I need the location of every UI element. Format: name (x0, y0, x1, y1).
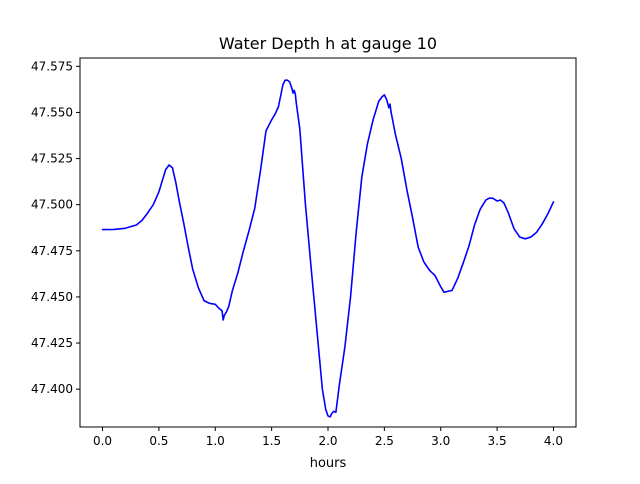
x-tick-label: 0.0 (93, 434, 112, 448)
chart-title: Water Depth h at gauge 10 (219, 34, 437, 53)
y-tick-label: 47.400 (31, 382, 73, 396)
x-tick-label: 4.0 (544, 434, 563, 448)
x-tick-label: 3.0 (431, 434, 450, 448)
plot-area: 0.0 0.5 1.0 1.5 2.0 2.5 3.0 3.5 4.0 47.400 47.425 4… (31, 57, 577, 448)
series-line-0 (101, 79, 555, 418)
x-tick-label: 3.5 (488, 434, 507, 448)
y-tick-label: 47.575 (31, 59, 73, 73)
y-tick-label: 47.525 (31, 152, 73, 166)
x-tick-label: 0.5 (149, 434, 168, 448)
x-tick-label: 1.0 (206, 434, 225, 448)
x-axis-label: hours (310, 456, 347, 471)
x-tick-label: 2.5 (375, 434, 394, 448)
y-tick-label: 47.425 (31, 336, 73, 350)
y-tick-label: 47.500 (31, 198, 73, 212)
y-tick-label: 47.550 (31, 105, 73, 119)
x-tick-label: 1.5 (262, 434, 281, 448)
y-tick-label: 47.450 (31, 290, 73, 304)
x-tick-label: 2.0 (318, 434, 337, 448)
y-tick-label: 47.475 (31, 244, 73, 258)
